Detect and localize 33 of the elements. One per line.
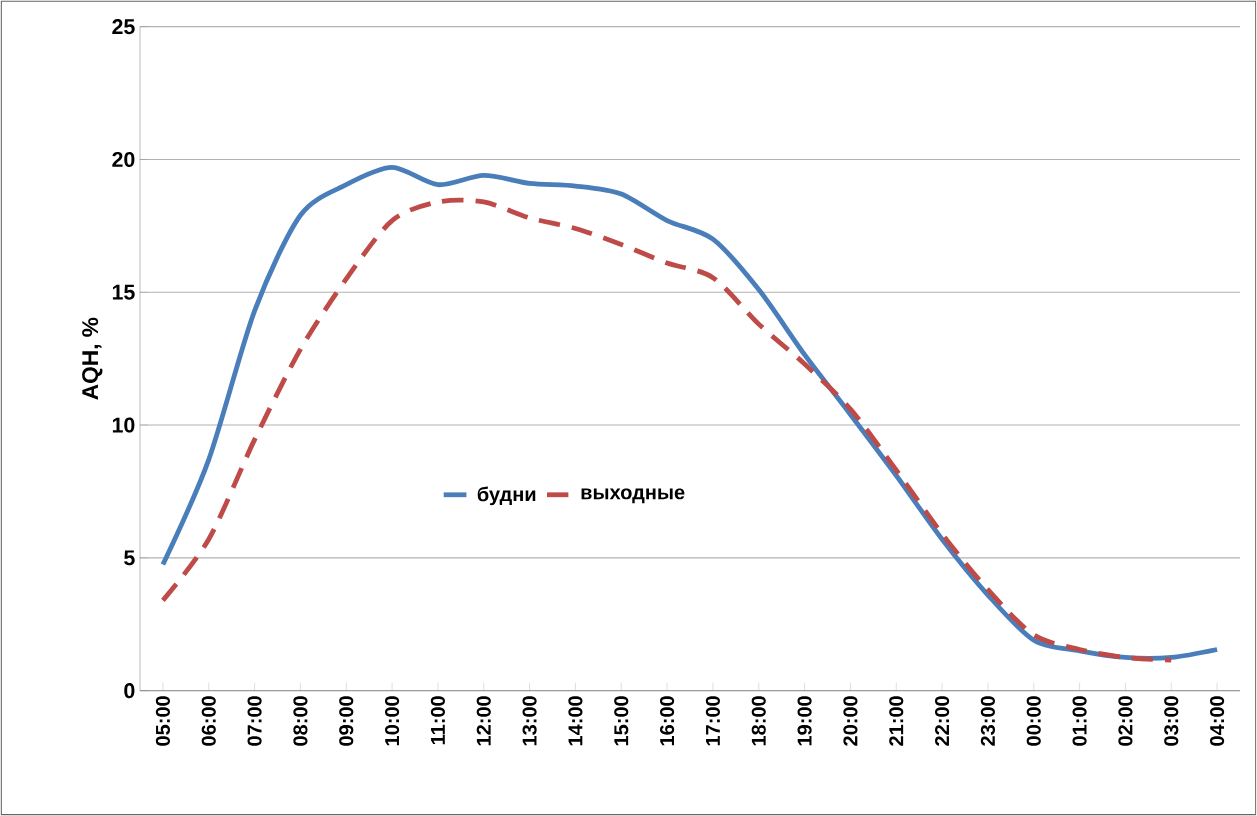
legend-label: выходные [581,488,685,504]
x-tick-label: 00:00 [1026,696,1041,746]
x-tick-label: 02:00 [1118,696,1133,746]
legend-label: будни [477,486,536,506]
x-tick-label: 11:00 [430,696,445,745]
x-tick-label: 20:00 [843,696,858,746]
x-tick-label: 08:00 [293,696,308,746]
x-tick-label: 12:00 [476,696,491,746]
x-tick-label: 14:00 [568,696,583,746]
x-tick-label: 21:00 [889,696,904,746]
x-tick-label: 03:00 [1164,696,1179,746]
y-axis-title: AQH, % [82,317,103,400]
x-tick-label: 10:00 [385,696,400,746]
x-tick-label: 07:00 [247,696,262,746]
y-tick-label: 0 [124,683,135,699]
x-tick-label: 01:00 [1072,696,1087,746]
y-tick-label: 20 [112,151,135,168]
x-tick-label: 13:00 [522,696,537,746]
x-tick-label: 16:00 [660,696,675,746]
y-tick-label: 10 [112,417,135,433]
y-tick-label: 5 [124,550,135,566]
y-tick-label: 25 [112,19,135,35]
x-tick-label: 23:00 [980,696,996,746]
x-tick-label: 22:00 [935,696,950,746]
x-tick-label: 18:00 [751,696,766,746]
x-tick-label: 06:00 [201,696,216,746]
x-tick-label: 05:00 [155,696,170,746]
x-tick-label: 09:00 [339,696,354,746]
x-tick-label: 17:00 [705,696,720,746]
x-tick-label: 15:00 [614,696,629,746]
x-tick-label: 04:00 [1210,696,1225,746]
x-tick-label: 19:00 [797,696,812,746]
y-tick-label: 15 [112,284,135,300]
